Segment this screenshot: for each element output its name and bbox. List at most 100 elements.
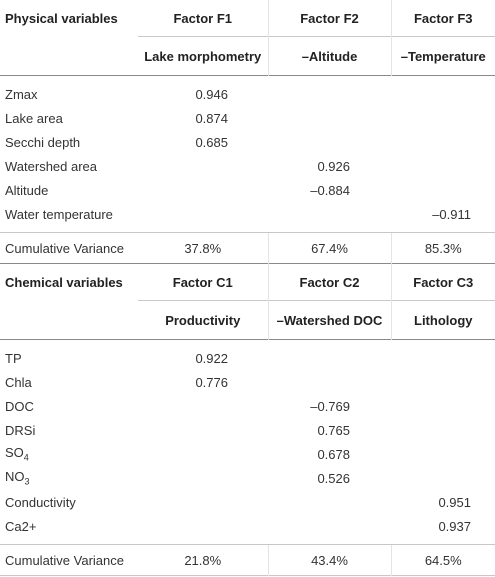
loading-f2 — [268, 370, 391, 394]
table-row: Water temperature–0.911 — [0, 202, 495, 226]
row-label-subscript: 3 — [25, 477, 30, 487]
loading-f1 — [138, 418, 268, 442]
loading-f3: 0.951 — [391, 490, 495, 514]
table-row: TP 0.922 — [0, 346, 495, 370]
table-row: Chla 0.776 — [0, 370, 495, 394]
row-label-text: SO — [5, 445, 24, 460]
table-row: SO4 0.678 — [0, 442, 495, 466]
row-label-text: Altitude — [5, 183, 48, 198]
loading-f1 — [138, 466, 268, 490]
table-row: Ca2+ 0.937 — [0, 514, 495, 538]
loading-f2: 0.526 — [268, 466, 391, 490]
loading-f3 — [391, 418, 495, 442]
row-label: Water temperature — [0, 202, 138, 226]
loading-f3 — [391, 82, 495, 106]
physical-factor2-name: –Altitude — [268, 37, 391, 76]
loading-f3 — [391, 442, 495, 466]
cumulative-f1: 21.8% — [138, 545, 268, 576]
chemical-factor2-heading: Factor C2 — [268, 264, 391, 301]
loading-f3: 0.937 — [391, 514, 495, 538]
row-label-text: Ca2+ — [5, 519, 36, 534]
loading-f2 — [268, 490, 391, 514]
row-label-text: TP — [5, 351, 22, 366]
loading-f3 — [391, 466, 495, 490]
loading-f2: 0.926 — [268, 154, 391, 178]
row-label-subscript: 4 — [24, 453, 29, 463]
physical-factor1-heading: Factor F1 — [138, 0, 268, 37]
loading-f1 — [138, 394, 268, 418]
loading-f1 — [138, 202, 268, 226]
loading-f1: 0.922 — [138, 346, 268, 370]
table-row: DRSi 0.765 — [0, 418, 495, 442]
chemical-variables-heading: Chemical variables — [0, 264, 138, 301]
cumulative-f3: 64.5% — [391, 545, 495, 576]
loading-f1: 0.776 — [138, 370, 268, 394]
loading-f2: 0.678 — [268, 442, 391, 466]
loading-f3 — [391, 130, 495, 154]
loading-f2 — [268, 346, 391, 370]
table-row: Altitude –0.884 — [0, 178, 495, 202]
row-label-text: Chla — [5, 375, 32, 390]
row-label: Chla — [0, 370, 138, 394]
row-label: Conductivity — [0, 490, 138, 514]
chemical-factor3-name: Lithology — [391, 301, 495, 340]
loading-f2 — [268, 82, 391, 106]
physical-subheader-row: Lake morphometry–Altitude–Temperature — [0, 37, 495, 76]
loading-f3 — [391, 106, 495, 130]
physical-factor3-heading: Factor F3 — [391, 0, 495, 37]
cumulative-f2: 67.4% — [268, 233, 391, 264]
row-label-text: Zmax — [5, 87, 38, 102]
row-label-text: DRSi — [5, 423, 35, 438]
row-label: Lake area — [0, 106, 138, 130]
chemical-factor1-heading: Factor C1 — [138, 264, 268, 301]
row-label-text: NO — [5, 469, 25, 484]
loading-f3 — [391, 394, 495, 418]
table-row: Watershed area 0.926 — [0, 154, 495, 178]
table-row: Zmax 0.946 — [0, 82, 495, 106]
table-row: Conductivity 0.951 — [0, 490, 495, 514]
row-label-text: DOC — [5, 399, 34, 414]
row-label: DOC — [0, 394, 138, 418]
row-label: Altitude — [0, 178, 138, 202]
row-label: Zmax — [0, 82, 138, 106]
physical-subheader-blank — [0, 37, 138, 76]
loading-f3 — [391, 154, 495, 178]
chemical-factor2-name: –Watershed DOC — [268, 301, 391, 340]
loading-f1 — [138, 442, 268, 466]
chemical-subheader-blank — [0, 301, 138, 340]
physical-variables-heading: Physical variables — [0, 0, 138, 37]
physical-factor3-name: –Temperature — [391, 37, 495, 76]
loading-f3 — [391, 178, 495, 202]
table-row: NO3 0.526 — [0, 466, 495, 490]
loading-f2 — [268, 106, 391, 130]
loading-f2 — [268, 130, 391, 154]
row-label: Ca2+ — [0, 514, 138, 538]
physical-factor1-name: Lake morphometry — [138, 37, 268, 76]
row-label-text: Conductivity — [5, 495, 76, 510]
cumulative-label: Cumulative Variance — [0, 233, 138, 264]
loading-f2: –0.769 — [268, 394, 391, 418]
loading-f1 — [138, 490, 268, 514]
row-label: Watershed area — [0, 154, 138, 178]
row-label: DRSi — [0, 418, 138, 442]
loading-f2: 0.765 — [268, 418, 391, 442]
row-label: NO3 — [0, 466, 138, 490]
cumulative-label: Cumulative Variance — [0, 545, 138, 576]
loading-f2 — [268, 514, 391, 538]
loading-f1 — [138, 154, 268, 178]
loading-f2: –0.884 — [268, 178, 391, 202]
cumulative-f1: 37.8% — [138, 233, 268, 264]
physical-factor2-heading: Factor F2 — [268, 0, 391, 37]
table-row: DOC –0.769 — [0, 394, 495, 418]
row-label: Secchi depth — [0, 130, 138, 154]
loading-f1: 0.874 — [138, 106, 268, 130]
loading-f1: 0.946 — [138, 82, 268, 106]
row-label-text: Watershed area — [5, 159, 97, 174]
